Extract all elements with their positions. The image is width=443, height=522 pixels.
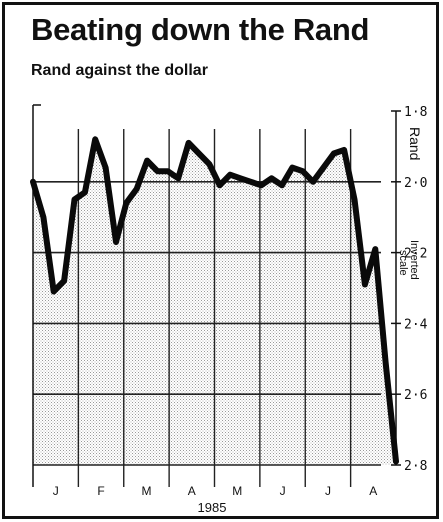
inverted-scale-note-line-2: scale	[397, 250, 409, 276]
x-tick-label: A	[369, 484, 377, 498]
y-tick-label: 2·6	[404, 388, 427, 403]
x-tick-label: J	[53, 484, 59, 498]
x-tick-label: A	[188, 484, 196, 498]
x-tick-label: M	[232, 484, 242, 498]
x-tick-label: F	[97, 484, 104, 498]
y-tick-label: 2·0	[404, 176, 427, 191]
x-tick-label: M	[141, 484, 151, 498]
y-tick-label: 2·4	[404, 317, 428, 332]
y-axis-label: Rand	[407, 127, 423, 160]
x-axis-label: 1985	[198, 500, 227, 515]
x-tick-label: J	[280, 484, 286, 498]
x-tick-label: J	[325, 484, 331, 498]
y-tick-label: 1·8	[404, 105, 427, 120]
y-tick-label: 2·8	[404, 459, 427, 474]
